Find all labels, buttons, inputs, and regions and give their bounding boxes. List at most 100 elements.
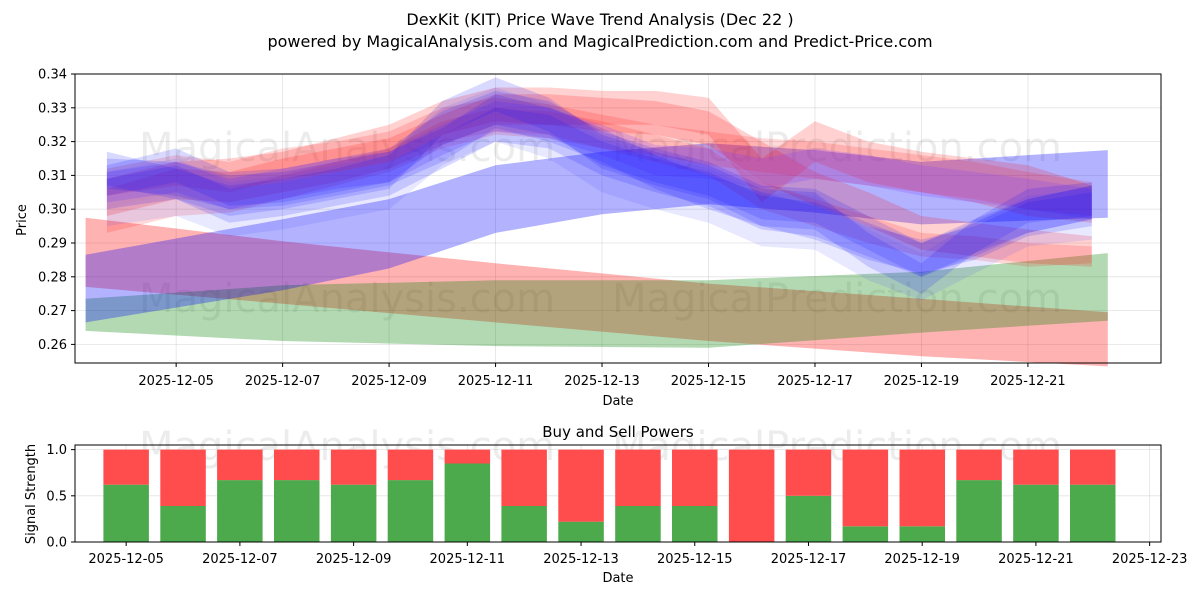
x-tick-label: 2025-12-11 xyxy=(430,552,506,567)
y-tick-label: 1.0 xyxy=(46,443,67,458)
trend-band xyxy=(106,77,1092,294)
buy-bar xyxy=(217,480,263,542)
sell-bar xyxy=(444,449,491,464)
buy-bar xyxy=(103,484,149,542)
bottom-bars xyxy=(103,449,1116,542)
x-tick-label: 2025-12-13 xyxy=(543,552,619,567)
x-tick-label: 2025-12-09 xyxy=(316,552,392,567)
x-tick-label: 2025-12-19 xyxy=(884,374,960,389)
buy-bar xyxy=(956,480,1002,542)
sell-bar xyxy=(217,449,263,481)
buy-bar xyxy=(330,484,377,542)
buy-bar xyxy=(274,480,320,542)
sell-bar xyxy=(1013,449,1059,485)
trend-band xyxy=(106,87,1092,223)
trend-band xyxy=(85,253,1108,348)
bottom-x-axis-label: Date xyxy=(602,571,633,586)
x-tick-label: 2025-12-15 xyxy=(671,374,747,389)
x-tick-label: 2025-12-07 xyxy=(202,552,278,567)
buy-bar xyxy=(160,506,206,542)
trend-band xyxy=(85,143,1108,323)
x-tick-label: 2025-12-17 xyxy=(777,374,853,389)
sell-bar xyxy=(274,449,320,481)
trend-band xyxy=(106,94,1092,267)
bottom-plot-frame xyxy=(74,444,1162,543)
trend-band xyxy=(106,90,1092,277)
y-tick-label: 0.31 xyxy=(38,169,67,184)
x-tick-label: 2025-12-19 xyxy=(884,552,960,567)
buy-bar xyxy=(672,506,718,542)
y-tick-label: 0.29 xyxy=(38,237,67,252)
sell-bar xyxy=(387,449,434,481)
y-tick-label: 0.0 xyxy=(46,536,67,551)
watermark: MagicalAnalysis.com xyxy=(139,125,555,171)
trend-band xyxy=(85,217,1108,367)
x-tick-label: 2025-12-05 xyxy=(88,552,164,567)
y-tick-label: 0.34 xyxy=(38,68,67,83)
top-watermarks: MagicalAnalysis.com MagicalPrediction.co… xyxy=(139,125,1062,322)
trend-band xyxy=(106,101,1092,220)
chart-subtitle: powered by MagicalAnalysis.com and Magic… xyxy=(267,32,932,51)
buy-bar xyxy=(785,495,832,542)
buy-bar xyxy=(501,506,547,542)
y-tick-label: 0.32 xyxy=(38,135,67,150)
buy-bar xyxy=(615,506,661,542)
y-tick-label: 0.26 xyxy=(38,338,67,353)
top-y-axis: 0.26 0.27 0.28 0.29 0.30 0.31 0.32 0.33 0.34 xyxy=(38,68,75,353)
sell-bar xyxy=(160,449,206,506)
bottom-y-axis: 0.0 0.5 1.0 xyxy=(46,443,75,551)
trend-band xyxy=(106,107,1092,267)
bottom-chart-title: Buy and Sell Powers xyxy=(542,423,694,441)
trend-band xyxy=(106,87,1092,301)
y-tick-label: 0.27 xyxy=(38,304,67,319)
trend-band xyxy=(106,107,1092,277)
y-tick-label: 0.33 xyxy=(38,101,67,116)
sell-bar xyxy=(842,449,889,527)
top-x-axis: 2025-12-05 2025-12-07 2025-12-09 2025-12-11… xyxy=(138,363,1066,389)
sell-bar xyxy=(1070,449,1116,485)
x-tick-label: 2025-12-05 xyxy=(138,374,214,389)
sell-bar xyxy=(501,449,547,506)
buy-bar xyxy=(842,526,889,542)
x-tick-label: 2025-12-21 xyxy=(998,552,1074,567)
watermark: MagicalPrediction.com xyxy=(612,125,1062,171)
trend-band xyxy=(106,94,1092,274)
top-plot-frame xyxy=(74,73,1162,364)
watermark: MagicalAnalysis.com xyxy=(139,276,555,322)
sell-bar xyxy=(330,449,377,485)
x-tick-label: 2025-12-15 xyxy=(657,552,733,567)
sell-bar xyxy=(672,449,718,506)
chart-title: DexKit (KIT) Price Wave Trend Analysis (… xyxy=(406,10,793,29)
sell-bar xyxy=(615,449,661,506)
bottom-y-axis-label: Signal Strength xyxy=(24,444,39,544)
sell-bar xyxy=(785,449,832,496)
x-tick-label: 2025-12-23 xyxy=(1112,552,1188,567)
sell-bar xyxy=(728,449,775,542)
sell-bar xyxy=(558,449,604,522)
x-tick-label: 2025-12-17 xyxy=(771,552,847,567)
y-tick-label: 0.28 xyxy=(38,270,67,285)
x-tick-label: 2025-12-21 xyxy=(990,374,1066,389)
bottom-x-axis: 2025-12-05 2025-12-07 2025-12-09 2025-12-11… xyxy=(88,542,1187,567)
buy-bar xyxy=(387,480,434,542)
trend-band xyxy=(106,97,1092,216)
top-bands xyxy=(85,77,1108,367)
top-x-axis-label: Date xyxy=(602,394,633,409)
y-tick-label: 0.30 xyxy=(38,203,67,218)
buy-bar xyxy=(899,526,945,542)
x-tick-label: 2025-12-13 xyxy=(564,374,640,389)
x-tick-label: 2025-12-11 xyxy=(458,374,534,389)
top-y-axis-label: Price xyxy=(15,204,30,236)
buy-bar xyxy=(1070,484,1116,542)
top-grid xyxy=(75,73,1161,363)
buy-bar xyxy=(444,463,491,542)
sell-bar xyxy=(899,449,945,527)
x-tick-label: 2025-12-09 xyxy=(351,374,427,389)
y-tick-label: 0.5 xyxy=(46,489,67,504)
sell-bar xyxy=(956,449,1002,481)
watermark: MagicalPrediction.com xyxy=(612,276,1062,322)
buy-bar xyxy=(1013,484,1059,542)
sell-bar xyxy=(103,449,149,485)
x-tick-label: 2025-12-07 xyxy=(245,374,321,389)
